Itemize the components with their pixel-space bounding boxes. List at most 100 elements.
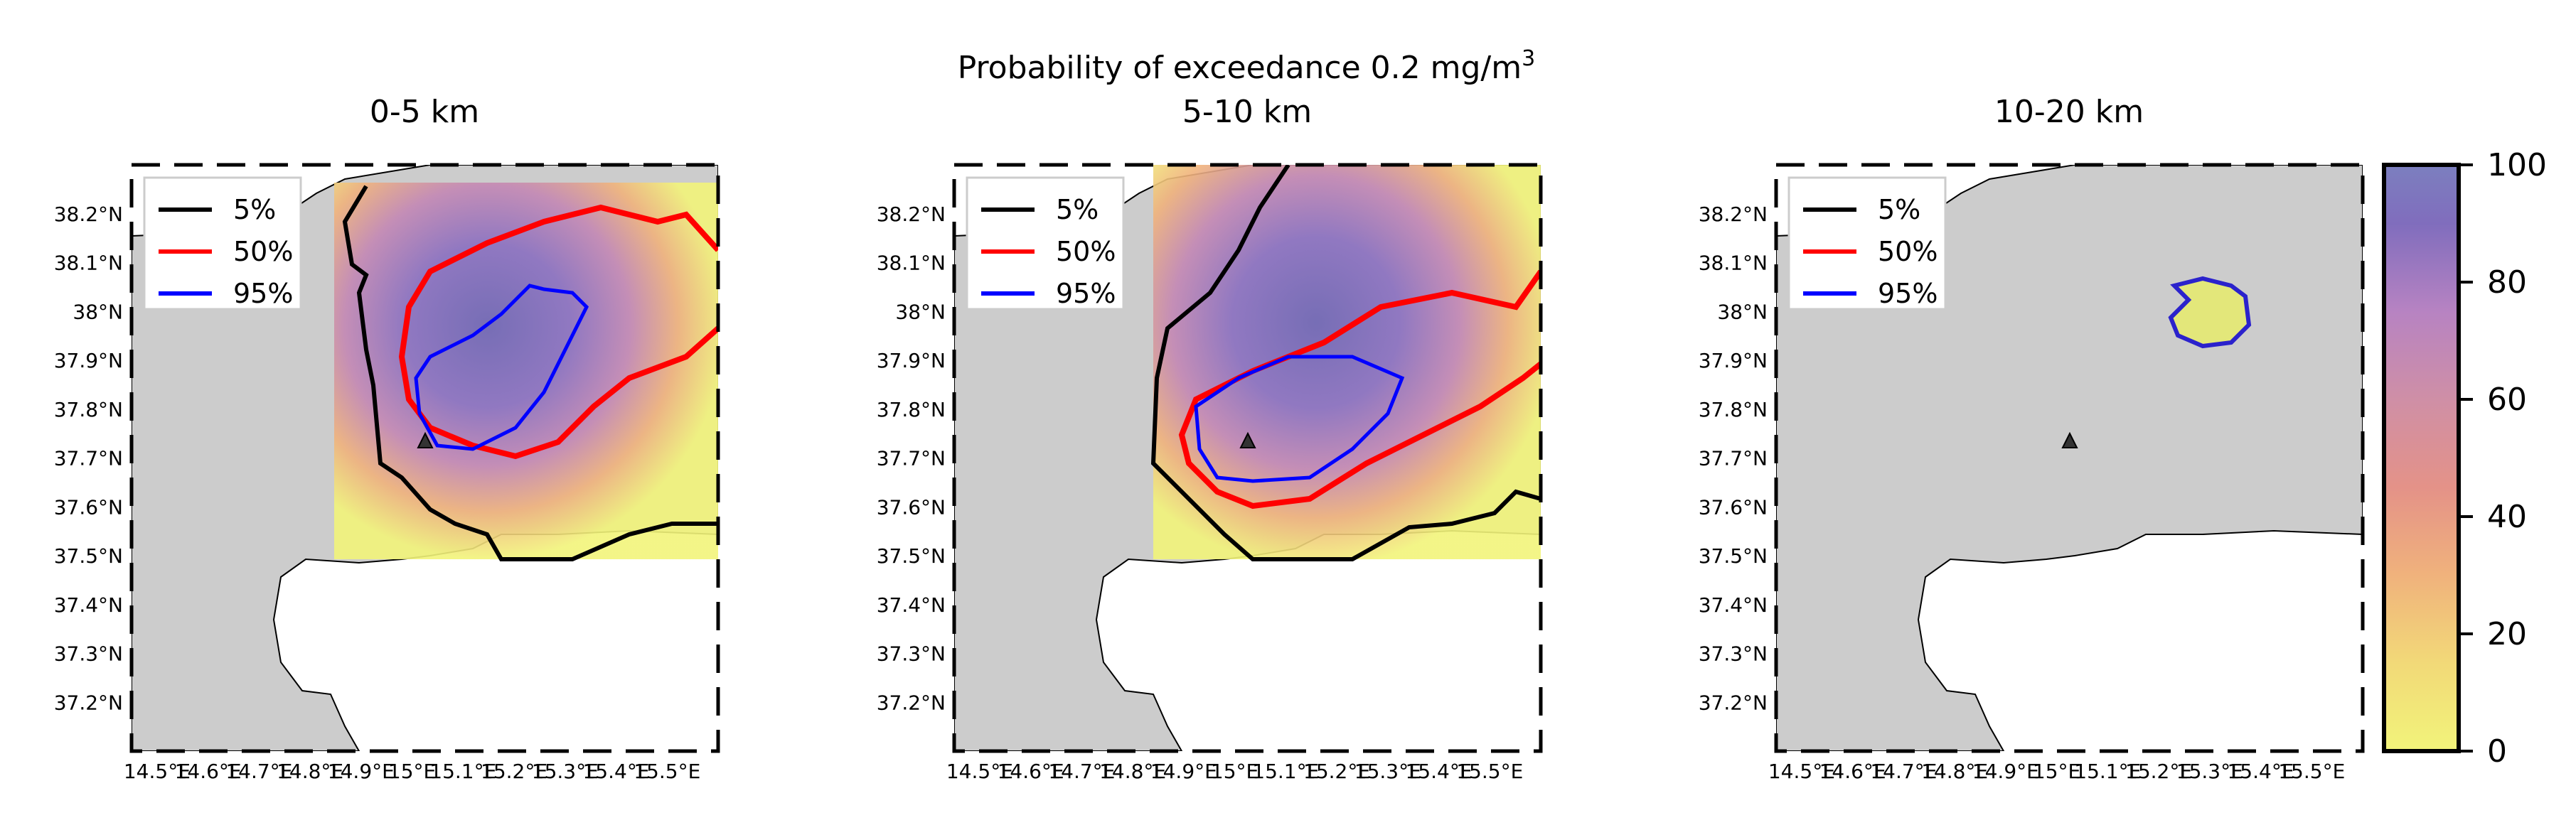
lat-tick-label: 37.8°N [1699,398,1768,421]
lon-tick-label: 15.2°E [2125,760,2192,783]
lon-tick-label: 15.1°E [2074,760,2141,783]
legend-label-5: 5% [1878,194,1920,225]
lat-tick-label: 37.8°N [877,398,946,421]
panel-title: 0-5 km [370,94,479,130]
lat-tick-label: 38.1°N [877,252,946,275]
lon-tick-label: 15.4°E [582,760,649,783]
lat-tick-label: 37.3°N [1699,642,1768,666]
lon-tick-label: 15.3°E [532,760,599,783]
legend-label-95: 95% [1878,278,1938,309]
lat-tick-label: 37.9°N [54,349,123,372]
lon-tick-label: 15.5°E [2278,760,2345,783]
panel-title: 5-10 km [1182,94,1312,130]
plume-field [1153,165,1541,559]
lat-tick-labels: 38.2°N 38.1°N 38°N 37.9°N 37.8°N 37.7°N 37.6°N… [54,203,123,715]
lon-tick-label: 15.1°E [429,760,496,783]
lon-tick-label: 15.4°E [2227,760,2294,783]
lon-tick-label: 14.5°E [1768,760,1835,783]
lon-tick-label: 14.7°E [225,760,292,783]
colorbar-ticks: 0 20 40 60 80 100 [2459,147,2547,770]
legend-label-95: 95% [233,278,293,309]
lat-tick-label: 37.7°N [1699,447,1768,470]
lat-tick-label: 37.5°N [1699,544,1768,568]
lat-tick-label: 37.2°N [877,691,946,714]
map-frame [129,163,720,753]
lon-tick-labels: 14.5°E14.6°E14.7°E14.8°E14.9°E15°E15.1°E… [1768,760,2345,783]
lat-tick-label: 37.2°N [54,691,123,714]
lon-tick-label: 14.5°E [124,760,191,783]
contour-95pct [1194,355,1405,483]
legend-label-50: 50% [1878,236,1938,267]
figure-title: Probability of exceedance 0.2 mg/m3 [958,46,1535,86]
lat-tick-label: 38.2°N [54,203,123,226]
lon-tick-label: 15.5°E [634,760,700,783]
contour-50pct [398,204,718,460]
lat-tick-label: 37.3°N [54,642,123,666]
lat-tick-label: 37.6°N [54,495,123,519]
lat-tick-labels: 38.2°N 38.1°N 38°N 37.9°N 37.8°N 37.7°N 37.6°N… [1699,203,1768,715]
contour-95pct [2168,276,2252,349]
lon-tick-label: 14.9°E [1150,760,1217,783]
lat-tick-label: 37.4°N [1699,593,1768,617]
plume-field [334,183,718,559]
lon-tick-label: 14.7°E [1048,760,1115,783]
legend-label-95: 95% [1056,278,1116,309]
legend: 5% 50% 95% [966,176,1125,311]
lat-tick-label: 37.8°N [54,398,123,421]
lon-tick-label: 15°E [2033,760,2080,783]
legend-label-5: 5% [1056,194,1099,225]
lon-tick-label: 15°E [1211,760,1258,783]
lon-tick-label: 14.8°E [277,760,343,783]
lat-tick-label: 37.7°N [54,447,123,470]
lat-tick-label: 38.1°N [54,252,123,275]
colorbar-tick-label: 60 [2487,382,2527,418]
lat-tick-label: 37.7°N [877,447,946,470]
lon-tick-label: 15.1°E [1252,760,1319,783]
lat-tick-label: 38°N [1717,300,1768,323]
lat-tick-label: 38.1°N [1699,252,1768,275]
lat-tick-label: 38.2°N [877,203,946,226]
triangle-icon [1239,431,1256,448]
lon-tick-label: 15.3°E [1354,760,1421,783]
lon-tick-label: 14.6°E [175,760,242,783]
lon-tick-label: 15.5°E [1456,760,1523,783]
map-panel-10-20km: 10-20 km 5% 50% 95% 38.2°N 38.1°N 38°N 37.9… [1699,94,2365,783]
lat-tick-label: 37.5°N [54,544,123,568]
lon-tick-label: 15.3°E [2176,760,2243,783]
lon-tick-label: 14.5°E [946,760,1013,783]
legend-label-5: 5% [233,194,276,225]
lat-tick-label: 38.2°N [1699,203,1768,226]
lat-tick-label: 37.2°N [1699,691,1768,714]
lon-tick-label: 14.9°E [328,760,395,783]
triangle-icon [2061,431,2078,448]
panel-title: 10-20 km [1994,94,2144,130]
contour-5pct [342,185,718,561]
legend: 5% 50% 95% [1787,176,1947,311]
map-panel-0-5km: 0-5 km 5% 50% 95% 38.2°N 38.1°N 38°N 37.9°N… [54,94,720,783]
colorbar-gradient [2382,163,2461,753]
lon-tick-label: 15.4°E [1405,760,1472,783]
lat-tick-label: 38°N [895,300,946,323]
legend-label-50: 50% [1056,236,1116,267]
contour-5pct [1150,165,1541,561]
lat-tick-label: 37.4°N [54,593,123,617]
lat-tick-label: 38°N [73,300,123,323]
colorbar-tick-label: 40 [2487,499,2527,535]
map-panel-5-10km: 5-10 km 5% 50% 95% 38.2°N 38.1°N 38°N 37.9°… [877,94,1543,783]
lon-tick-label: 15.2°E [481,760,547,783]
lon-tick-label: 15.2°E [1303,760,1370,783]
lat-tick-labels: 38.2°N 38.1°N 38°N 37.9°N 37.8°N 37.7°N 37.6°N… [877,203,946,715]
colorbar-tick-label: 80 [2487,264,2527,301]
lon-tick-label: 14.6°E [998,760,1064,783]
lat-tick-label: 37.5°N [877,544,946,568]
lon-tick-label: 14.8°E [1099,760,1166,783]
lat-tick-label: 37.6°N [877,495,946,519]
triangle-icon [417,431,434,448]
lon-tick-label: 15°E [388,760,436,783]
contour-95pct [414,284,589,451]
lon-tick-label: 14.9°E [1972,760,2039,783]
lon-tick-labels: 14.5°E14.6°E14.7°E14.8°E14.9°E15°E15.1°E… [946,760,1523,783]
lon-tick-label: 14.8°E [1921,760,1988,783]
map-frame [1774,163,2365,753]
